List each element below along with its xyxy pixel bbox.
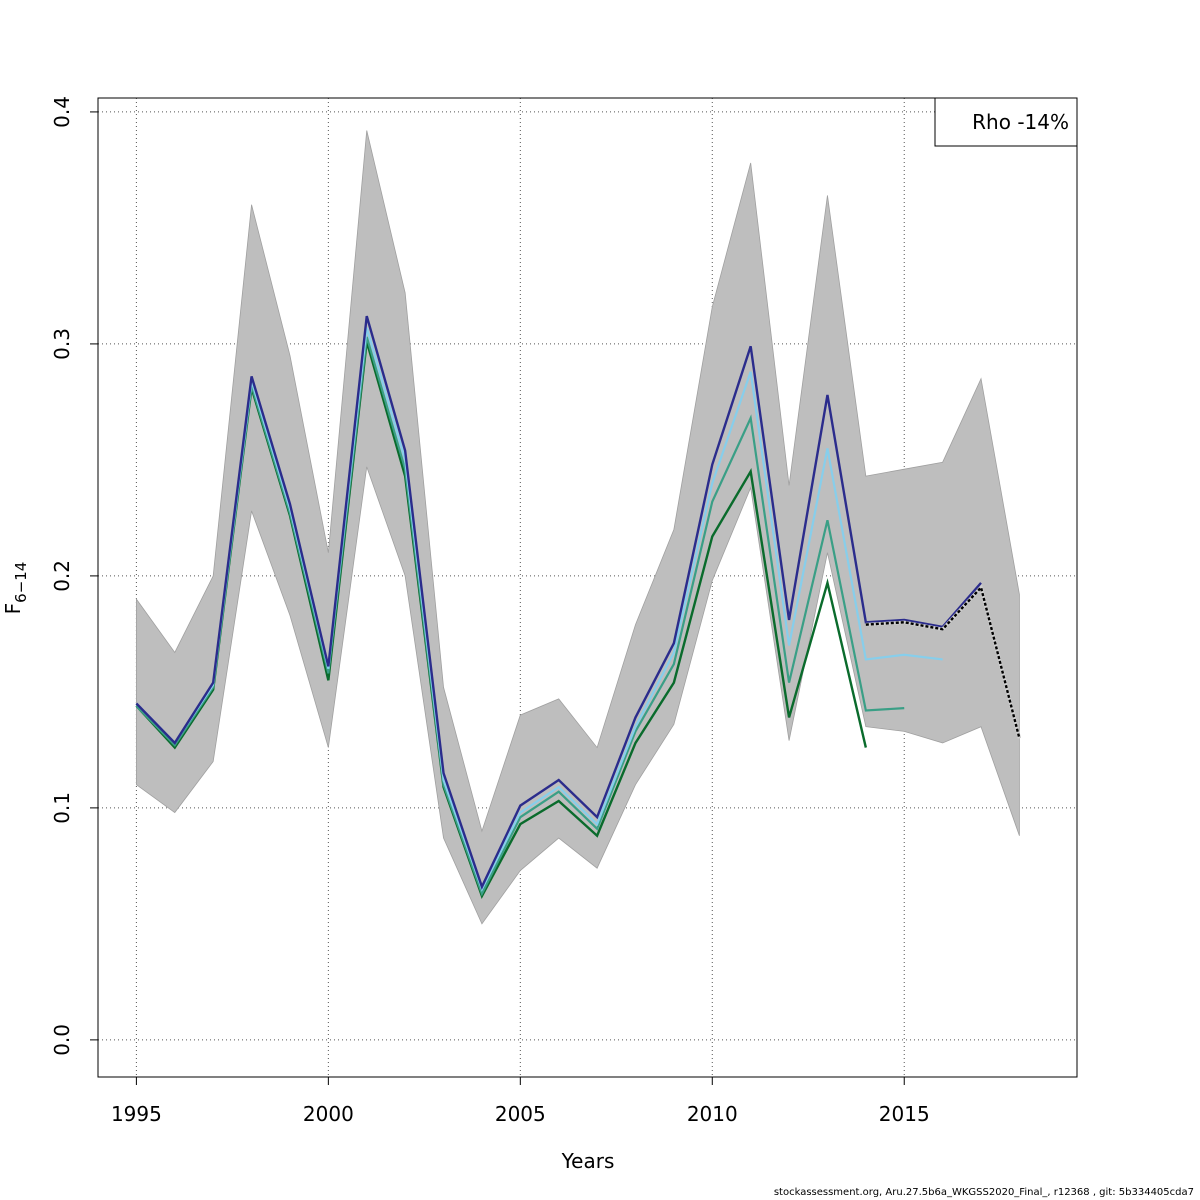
x-tick-label: 2005 (495, 1102, 546, 1126)
svg-text:F6−14: F6−14 (1, 562, 30, 615)
x-tick-label: 2000 (303, 1102, 354, 1126)
series-line-2 (135, 336, 905, 897)
y-tick-label: 0.3 (50, 328, 74, 360)
series-line-4 (135, 315, 982, 890)
x-axis: 1995 2000 2005 2010 2015 (111, 1076, 930, 1126)
x-axis-title: Years (561, 1149, 615, 1173)
y-tick-label: 0.4 (50, 96, 74, 128)
legend-text: Rho -14% (972, 110, 1069, 134)
y-tick-label: 0.1 (50, 792, 74, 824)
series-line-3 (135, 327, 943, 892)
y-axis-title-sub: 6−14 (12, 562, 30, 603)
y-axis: 0.0 0.1 0.2 0.3 0.4 (50, 96, 98, 1056)
legend-box: Rho -14% (934, 97, 1078, 147)
x-tick-label: 1995 (111, 1102, 162, 1126)
y-axis-title-main: F (1, 603, 25, 615)
series-lines-layer (135, 315, 1022, 900)
legend-frame (934, 97, 1078, 147)
footer-caption: stockassessment.org, Aru.27.5b6a_WKGSS20… (773, 1187, 1194, 1198)
y-tick-label: 0.0 (50, 1024, 74, 1056)
confidence-band (135, 130, 1020, 925)
x-tick-label: 2010 (687, 1102, 738, 1126)
series-line-dashed (865, 585, 1021, 739)
y-tick-label: 0.2 (50, 560, 74, 592)
confidence-band-layer (135, 130, 1020, 925)
x-tick-label: 2015 (879, 1102, 930, 1126)
y-axis-title: F6−14 (1, 562, 30, 615)
